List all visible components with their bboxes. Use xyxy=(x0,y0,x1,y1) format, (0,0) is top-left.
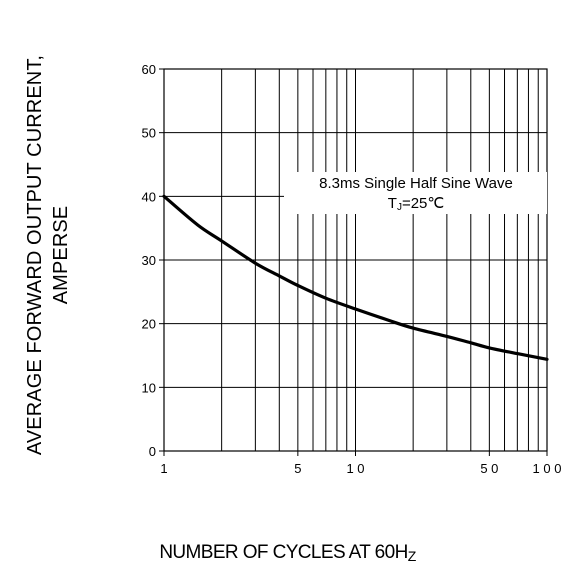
annotation-line-2: TJ=25℃ xyxy=(388,195,444,213)
x-tick-label: 1 0 xyxy=(346,461,364,476)
annotation-background xyxy=(284,172,547,214)
x-tick-label: 1 0 0 xyxy=(533,461,562,476)
x-tick-label: 5 xyxy=(294,461,301,476)
series-group xyxy=(162,194,549,361)
x-axis-label-text: NUMBER OF CYCLES AT 60H xyxy=(159,542,408,563)
x-axis-label: NUMBER OF CYCLES AT 60HZ xyxy=(0,542,575,564)
x-tick-label: 1 xyxy=(160,461,167,476)
y-axis-label-line-1: AVERAGE FORWARD OUTPUT CURRENT, xyxy=(24,54,46,456)
x-tick-label: 5 0 xyxy=(480,461,498,476)
y-axis-label: AVERAGE FORWARD OUTPUT CURRENT, AMPERSE xyxy=(22,55,74,455)
y-tick-label: 60 xyxy=(142,62,156,77)
annotation-value: =25℃ xyxy=(402,195,444,212)
y-tick-label: 40 xyxy=(142,189,156,204)
y-tick-label: 20 xyxy=(142,317,156,332)
annotation-t: T xyxy=(388,195,397,212)
annotation-sub-j: J xyxy=(397,202,402,213)
y-tick-label: 30 xyxy=(142,253,156,268)
y-tick-label: 50 xyxy=(142,126,156,141)
x-axis-label-subscript: Z xyxy=(407,548,417,564)
series-line xyxy=(162,194,549,361)
y-tick-label: 10 xyxy=(142,380,156,395)
annotation: 8.3ms Single Half Sine Wave TJ=25℃ xyxy=(284,172,547,214)
y-axis-label-line-2: AMPERSE xyxy=(50,205,72,305)
annotation-line-1: 8.3ms Single Half Sine Wave xyxy=(319,175,513,192)
y-tick-label: 0 xyxy=(149,444,156,459)
y-axis-ticks: 0 10 20 30 40 50 60 xyxy=(142,62,164,459)
grid-lines xyxy=(164,69,547,451)
x-axis-ticks: 1 5 1 0 5 0 1 0 0 xyxy=(160,451,561,476)
